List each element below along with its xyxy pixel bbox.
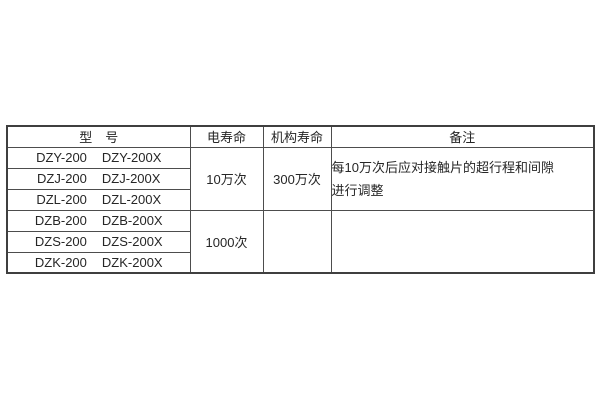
model-cell: DZL-200 DZL-200X (6, 188, 191, 211)
table-row: DZY-200 DZY-200X 10万次 300万次 每10万次后应对接触片的… (6, 146, 595, 211)
table-row: DZK-200 DZK-200X (6, 251, 594, 274)
model-name: DZY-200 (36, 150, 87, 165)
relay-life-spec-table: 型 号 电寿命 机构寿命 备注 DZY-200 DZY-200X 10万次 30… (6, 125, 595, 274)
model-name: DZL-200 (36, 192, 87, 207)
remark-cell-group2 (330, 209, 595, 274)
table-header: 型 号 电寿命 机构寿命 备注 (6, 125, 595, 148)
header-electrical-life: 电寿命 (189, 125, 264, 148)
mechanical-life-cell-group1: 300万次 (262, 146, 332, 211)
model-pair: DZJ-200 DZJ-200X (8, 171, 189, 186)
model-pair: DZY-200 DZY-200X (8, 150, 189, 165)
model-pair: DZS-200 DZS-200X (8, 234, 189, 249)
model-name-x: DZY-200X (101, 150, 162, 165)
table-row: DZL-200 DZL-200X (6, 188, 594, 211)
table-body: DZY-200 DZY-200X 10万次 300万次 每10万次后应对接触片的… (6, 146, 595, 274)
model-name-x: DZL-200X (101, 192, 162, 207)
mechanical-life-cell-group2 (262, 209, 332, 274)
header-mechanical-life: 机构寿命 (262, 125, 332, 148)
model-pair: DZB-200 DZB-200X (8, 213, 189, 228)
table-row: DZB-200 DZB-200X 1000次 (6, 209, 595, 274)
header-model: 型 号 (6, 125, 191, 148)
model-name-x: DZJ-200X (101, 171, 161, 186)
model-name-x: DZS-200X (101, 234, 163, 249)
spec-table-container: 型 号 电寿命 机构寿命 备注 DZY-200 DZY-200X 10万次 30… (6, 125, 595, 274)
table-row: DZJ-200 DZJ-200X (6, 167, 594, 190)
model-cell: DZB-200 DZB-200X (6, 209, 191, 232)
remark-line-2: 进行调整 (331, 182, 384, 198)
model-pair: DZK-200 DZK-200X (8, 254, 189, 270)
model-pair: DZL-200 DZL-200X (8, 192, 189, 207)
header-remark: 备注 (330, 125, 595, 148)
remark-cell-group1: 每10万次后应对接触片的超行程和间隙 进行调整 (330, 146, 595, 211)
model-cell: DZY-200 DZY-200X (6, 146, 191, 169)
electrical-life-cell-group1: 10万次 (189, 146, 264, 211)
model-cell: DZS-200 DZS-200X (6, 230, 191, 253)
model-cell: DZJ-200 DZJ-200X (6, 167, 191, 190)
model-name: DZK-200 (34, 254, 87, 270)
model-name: DZS-200 (34, 234, 87, 249)
model-name: DZJ-200 (37, 171, 87, 186)
header-row: 型 号 电寿命 机构寿命 备注 (6, 125, 595, 148)
model-cell: DZK-200 DZK-200X (6, 251, 191, 274)
remark-line-1: 每10万次后应对接触片的超行程和间隙 (331, 159, 554, 175)
model-name-x: DZB-200X (101, 213, 163, 228)
model-name: DZB-200 (34, 213, 87, 228)
electrical-life-cell-group2: 1000次 (189, 209, 264, 274)
model-name-x: DZK-200X (101, 254, 163, 270)
